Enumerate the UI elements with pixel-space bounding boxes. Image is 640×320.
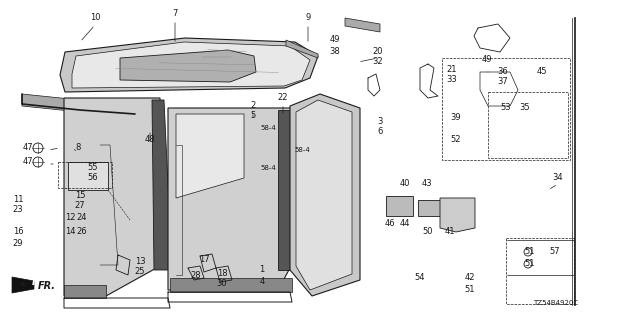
Text: 27: 27: [75, 202, 85, 211]
Text: 52: 52: [451, 135, 461, 145]
Polygon shape: [12, 277, 34, 293]
Text: 51: 51: [465, 285, 476, 294]
Polygon shape: [64, 285, 106, 298]
Text: 14: 14: [65, 228, 76, 236]
Text: 4: 4: [259, 277, 264, 286]
Text: 49: 49: [482, 55, 492, 65]
Polygon shape: [418, 200, 442, 216]
Text: 9: 9: [305, 13, 310, 22]
Polygon shape: [176, 114, 244, 198]
Text: FR.: FR.: [38, 281, 56, 291]
Text: 33: 33: [447, 76, 458, 84]
Text: 45: 45: [537, 68, 547, 76]
Text: 58-4: 58-4: [294, 147, 310, 153]
Polygon shape: [22, 94, 80, 112]
Text: 25: 25: [135, 268, 145, 276]
Text: 21: 21: [447, 66, 457, 75]
Text: 46: 46: [385, 220, 396, 228]
Text: 22: 22: [278, 93, 288, 102]
Text: 55: 55: [88, 164, 99, 172]
Text: 58-4: 58-4: [260, 165, 276, 171]
Text: 11: 11: [13, 196, 23, 204]
Text: 17: 17: [198, 255, 209, 265]
Text: 41: 41: [445, 228, 455, 236]
Text: 28: 28: [191, 271, 202, 281]
Text: 29: 29: [13, 239, 23, 249]
Text: 2: 2: [250, 101, 255, 110]
Text: 1: 1: [259, 266, 264, 275]
Polygon shape: [345, 18, 380, 32]
Text: 49: 49: [330, 36, 340, 44]
Polygon shape: [120, 50, 256, 82]
Polygon shape: [60, 38, 318, 92]
Text: 23: 23: [13, 205, 23, 214]
Polygon shape: [68, 162, 108, 190]
Text: 40: 40: [400, 180, 410, 188]
Polygon shape: [64, 98, 160, 296]
Text: 47: 47: [22, 143, 33, 153]
Text: 51: 51: [525, 260, 535, 268]
Text: 24: 24: [77, 213, 87, 222]
Text: 15: 15: [75, 191, 85, 201]
Text: 57: 57: [550, 247, 560, 257]
Polygon shape: [152, 100, 172, 270]
Text: 32: 32: [372, 58, 383, 67]
Polygon shape: [286, 40, 318, 58]
Text: 18: 18: [217, 269, 227, 278]
Text: 12: 12: [65, 213, 76, 222]
Text: FR.: FR.: [20, 277, 50, 287]
Polygon shape: [386, 196, 413, 216]
Text: 39: 39: [451, 114, 461, 123]
Text: 34: 34: [553, 173, 563, 182]
Text: 7: 7: [172, 10, 178, 19]
Text: 5: 5: [250, 111, 255, 121]
Text: 51: 51: [525, 247, 535, 257]
Text: 35: 35: [520, 103, 531, 113]
Text: 42: 42: [465, 274, 476, 283]
Bar: [488, 92, 568, 158]
Text: 13: 13: [134, 258, 145, 267]
Text: 48: 48: [145, 135, 156, 145]
Bar: [506, 238, 574, 304]
Text: 8: 8: [76, 143, 81, 153]
Text: 50: 50: [423, 228, 433, 236]
Polygon shape: [170, 278, 292, 292]
Text: 56: 56: [88, 173, 99, 182]
Polygon shape: [440, 198, 475, 232]
Bar: [58, 162, 112, 188]
Text: 37: 37: [498, 77, 508, 86]
Text: 26: 26: [77, 228, 87, 236]
Polygon shape: [278, 110, 292, 270]
Text: 44: 44: [400, 220, 410, 228]
Text: TZ54B4920C: TZ54B4920C: [533, 300, 578, 306]
Text: 43: 43: [422, 180, 432, 188]
Text: 47: 47: [22, 157, 33, 166]
Text: 10: 10: [90, 13, 100, 22]
Bar: [442, 58, 570, 160]
Polygon shape: [296, 100, 352, 290]
Text: 30: 30: [217, 279, 227, 289]
Text: 36: 36: [498, 68, 508, 76]
Text: 54: 54: [415, 274, 425, 283]
Text: 16: 16: [13, 228, 23, 236]
Text: 53: 53: [500, 103, 511, 113]
Text: 58-4: 58-4: [260, 125, 276, 131]
Text: 6: 6: [378, 127, 383, 137]
Text: 38: 38: [330, 47, 340, 57]
Text: 20: 20: [372, 47, 383, 57]
Polygon shape: [290, 94, 360, 296]
Polygon shape: [168, 108, 318, 290]
Polygon shape: [72, 42, 310, 88]
Text: 3: 3: [378, 117, 383, 126]
